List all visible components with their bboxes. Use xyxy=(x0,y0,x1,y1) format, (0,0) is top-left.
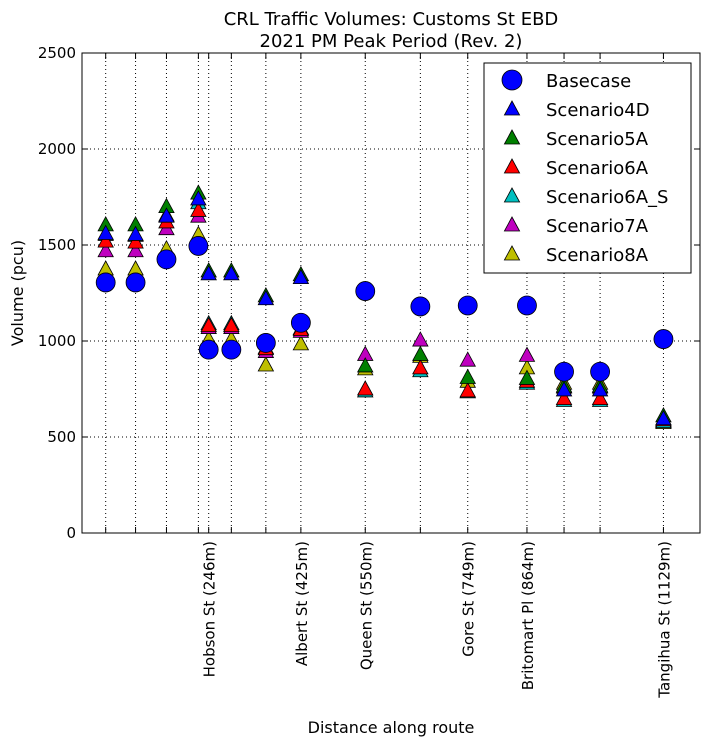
data-point-scenario5a xyxy=(412,345,429,361)
data-point-scenario8a xyxy=(257,356,275,372)
data-point-scenario8a xyxy=(292,335,310,351)
legend-label: Scenario4D xyxy=(546,100,650,121)
data-point-basecase xyxy=(290,312,311,333)
data-point-basecase xyxy=(188,236,209,256)
data-point-basecase xyxy=(410,296,431,317)
data-point-scenario7a xyxy=(127,241,144,258)
legend-marker-scenario4d xyxy=(503,100,521,116)
data-point-basecase xyxy=(590,361,610,382)
legend-label: Scenario6A_S xyxy=(546,187,668,208)
x-tick-label: Albert St (425m) xyxy=(293,541,311,666)
y-tick-label: 1500 xyxy=(38,236,76,254)
x-tick-label: Queen St (550m) xyxy=(357,541,375,670)
data-point-scenario5a xyxy=(518,369,536,385)
data-point-scenario7a xyxy=(459,351,477,367)
data-point-basecase xyxy=(125,272,146,293)
legend-marker-scenario8a xyxy=(503,245,521,261)
data-point-basecase xyxy=(554,361,574,382)
data-point-basecase xyxy=(457,295,478,316)
legend-marker-scenario6a xyxy=(503,158,521,174)
data-point-scenario4d xyxy=(158,207,175,223)
legend-label: Scenario7A xyxy=(546,216,649,237)
y-axis-label: Volume (pcu) xyxy=(8,240,27,346)
data-point-basecase xyxy=(95,272,116,293)
data-point-scenario4d xyxy=(223,264,240,281)
data-point-scenario7a xyxy=(97,241,114,258)
data-point-scenario4d xyxy=(127,225,144,241)
y-tick-label: 2000 xyxy=(38,140,76,158)
legend-marker-basecase xyxy=(501,69,523,91)
x-tick-label: Tangihua St (1129m) xyxy=(655,541,673,699)
legend-marker-scenario6a-s xyxy=(503,187,521,203)
data-point-scenario6a xyxy=(356,380,374,396)
x-tick-label: Gore St (749m) xyxy=(460,541,478,657)
x-axis-label: Distance along route xyxy=(308,718,475,737)
legend-marker-scenario7a xyxy=(503,216,521,232)
chart-subtitle: 2021 PM Peak Period (Rev. 2) xyxy=(260,31,523,52)
plot-frame xyxy=(81,52,701,534)
legend-marker-scenario5a xyxy=(503,129,521,145)
data-point-scenario4d xyxy=(200,264,217,281)
axis-ticks: 0 500 1000 1500 2000 2500 Hobson St (246m) Albe… xyxy=(38,44,700,699)
x-tick-label: Britomart Pl (864m) xyxy=(519,541,537,690)
data-point-scenario6a xyxy=(97,232,114,248)
data-point-scenario4d xyxy=(257,289,275,306)
data-point-scenario4d xyxy=(591,381,609,397)
data-point-basecase xyxy=(255,333,276,353)
data-point-basecase xyxy=(198,339,219,360)
data-point-scenario6a xyxy=(223,316,240,333)
data-point-scenario6a xyxy=(459,382,477,398)
legend: Basecase Scenario4D Scenario5A Scenario6A Sc… xyxy=(483,62,692,274)
data-point-scenario4d xyxy=(292,268,310,285)
data-point-scenario7a xyxy=(412,331,429,347)
data-point-basecase xyxy=(517,295,537,316)
data-point-basecase xyxy=(355,281,376,301)
data-point-basecase xyxy=(221,339,242,360)
chart-title: CRL Traffic Volumes: Customs St EBD xyxy=(224,9,559,30)
data-point-basecase xyxy=(653,329,674,349)
data-point-scenario6a xyxy=(127,233,144,249)
data-point-scenario7a xyxy=(518,346,536,362)
data-point-scenario4d xyxy=(555,381,573,397)
data-point-scenario6a xyxy=(200,316,217,333)
data-point-scenario4d xyxy=(190,190,207,206)
legend-box xyxy=(483,62,692,274)
data-point-scenario6a xyxy=(190,201,207,217)
y-tick-label: 2500 xyxy=(38,44,76,62)
data-point-scenario6a xyxy=(591,389,609,406)
x-tick-label: Hobson St (246m) xyxy=(201,541,219,677)
legend-label: Scenario6A xyxy=(546,158,649,179)
y-tick-label: 1000 xyxy=(38,332,76,350)
y-tick-label: 0 xyxy=(66,524,76,542)
data-point-scenario5a xyxy=(356,357,374,373)
legend-label: Basecase xyxy=(546,71,631,92)
data-point-scenario4d xyxy=(655,409,672,426)
data-point-basecase xyxy=(156,249,177,270)
data-point-scenario6a xyxy=(412,359,429,375)
legend-label: Scenario5A xyxy=(546,129,649,150)
data-point-scenario5a xyxy=(459,368,477,384)
y-tick-label: 500 xyxy=(47,428,76,446)
data-point-scenario4d xyxy=(97,224,114,240)
data-points xyxy=(95,184,674,430)
data-point-scenario6a xyxy=(555,389,573,406)
legend-label: Scenario8A xyxy=(546,245,649,266)
